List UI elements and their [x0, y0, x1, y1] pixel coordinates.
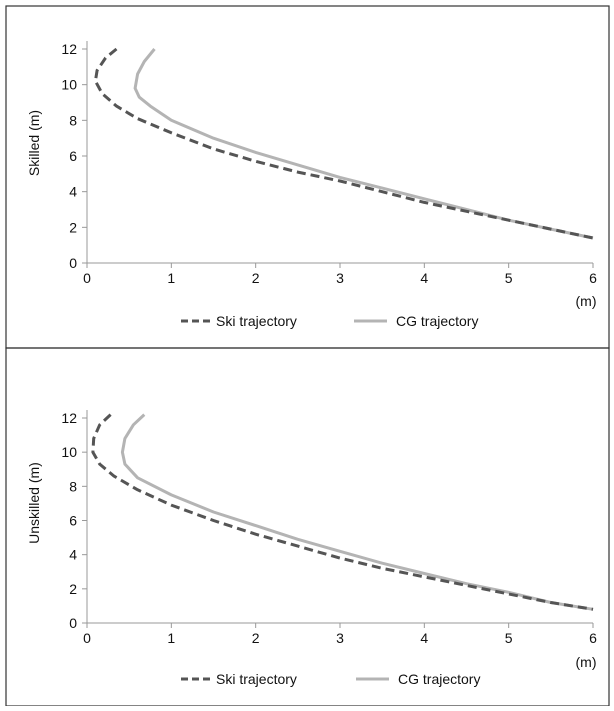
- legend-label-ski-unskilled: Ski trajectory: [216, 671, 297, 687]
- x-tick-label-skilled: 0: [83, 270, 91, 286]
- y-tick-label-unskilled: 0: [69, 615, 77, 631]
- y-tick-label-unskilled: 10: [61, 444, 77, 460]
- y-axis-label-skilled: Skilled (m): [26, 110, 42, 176]
- ski-trajectory-line-skilled: [93, 47, 594, 240]
- y-tick-label-skilled: 2: [69, 219, 77, 235]
- x-tick-label-unskilled: 2: [252, 630, 260, 646]
- x-tick-label-skilled: 6: [589, 270, 597, 286]
- x-tick-label-skilled: 4: [420, 270, 428, 286]
- panel-frame-unskilled: [5, 347, 610, 707]
- x-tick-label-unskilled: 6: [589, 630, 597, 646]
- x-tick-label-skilled: 1: [167, 270, 175, 286]
- y-tick-label-unskilled: 12: [61, 410, 77, 426]
- x-tick-label-unskilled: 4: [420, 630, 428, 646]
- legend-label-ski-skilled: Ski trajectory: [216, 313, 297, 329]
- x-unit-label-unskilled: (m): [576, 654, 597, 670]
- cg-trajectory-line-skilled: [133, 48, 594, 240]
- ski-trajectory-line-unskilled: [91, 413, 594, 611]
- y-axis-label-unskilled: Unskilled (m): [26, 462, 42, 544]
- x-tick-label-skilled: 2: [252, 270, 260, 286]
- x-tick-label-unskilled: 3: [336, 630, 344, 646]
- y-tick-label-skilled: 0: [69, 255, 77, 271]
- legend-label-cg-skilled: CG trajectory: [396, 313, 478, 329]
- legend-unskilled: Ski trajectory CG trajectory: [181, 671, 480, 687]
- x-tick-label-skilled: 5: [505, 270, 513, 286]
- x-tick-label-unskilled: 0: [83, 630, 91, 646]
- y-tick-label-unskilled: 8: [69, 478, 77, 494]
- legend-label-cg-unskilled: CG trajectory: [398, 671, 480, 687]
- y-tick-label-skilled: 12: [61, 41, 77, 57]
- x-unit-label-skilled: (m): [576, 293, 597, 309]
- y-tick-label-skilled: 4: [69, 184, 77, 200]
- panel-frame-skilled: [5, 5, 610, 349]
- x-tick-label-skilled: 3: [336, 270, 344, 286]
- y-tick-label-skilled: 10: [61, 77, 77, 93]
- y-tick-label-unskilled: 2: [69, 581, 77, 597]
- y-tick-label-unskilled: 4: [69, 547, 77, 563]
- y-tick-label-skilled: 8: [69, 112, 77, 128]
- x-tick-label-unskilled: 1: [167, 630, 175, 646]
- x-tick-label-unskilled: 5: [505, 630, 513, 646]
- y-tick-label-skilled: 6: [69, 148, 77, 164]
- cg-trajectory-line-unskilled: [120, 413, 594, 611]
- legend-skilled: Ski trajectory CG trajectory: [181, 313, 478, 329]
- y-tick-label-unskilled: 6: [69, 513, 77, 529]
